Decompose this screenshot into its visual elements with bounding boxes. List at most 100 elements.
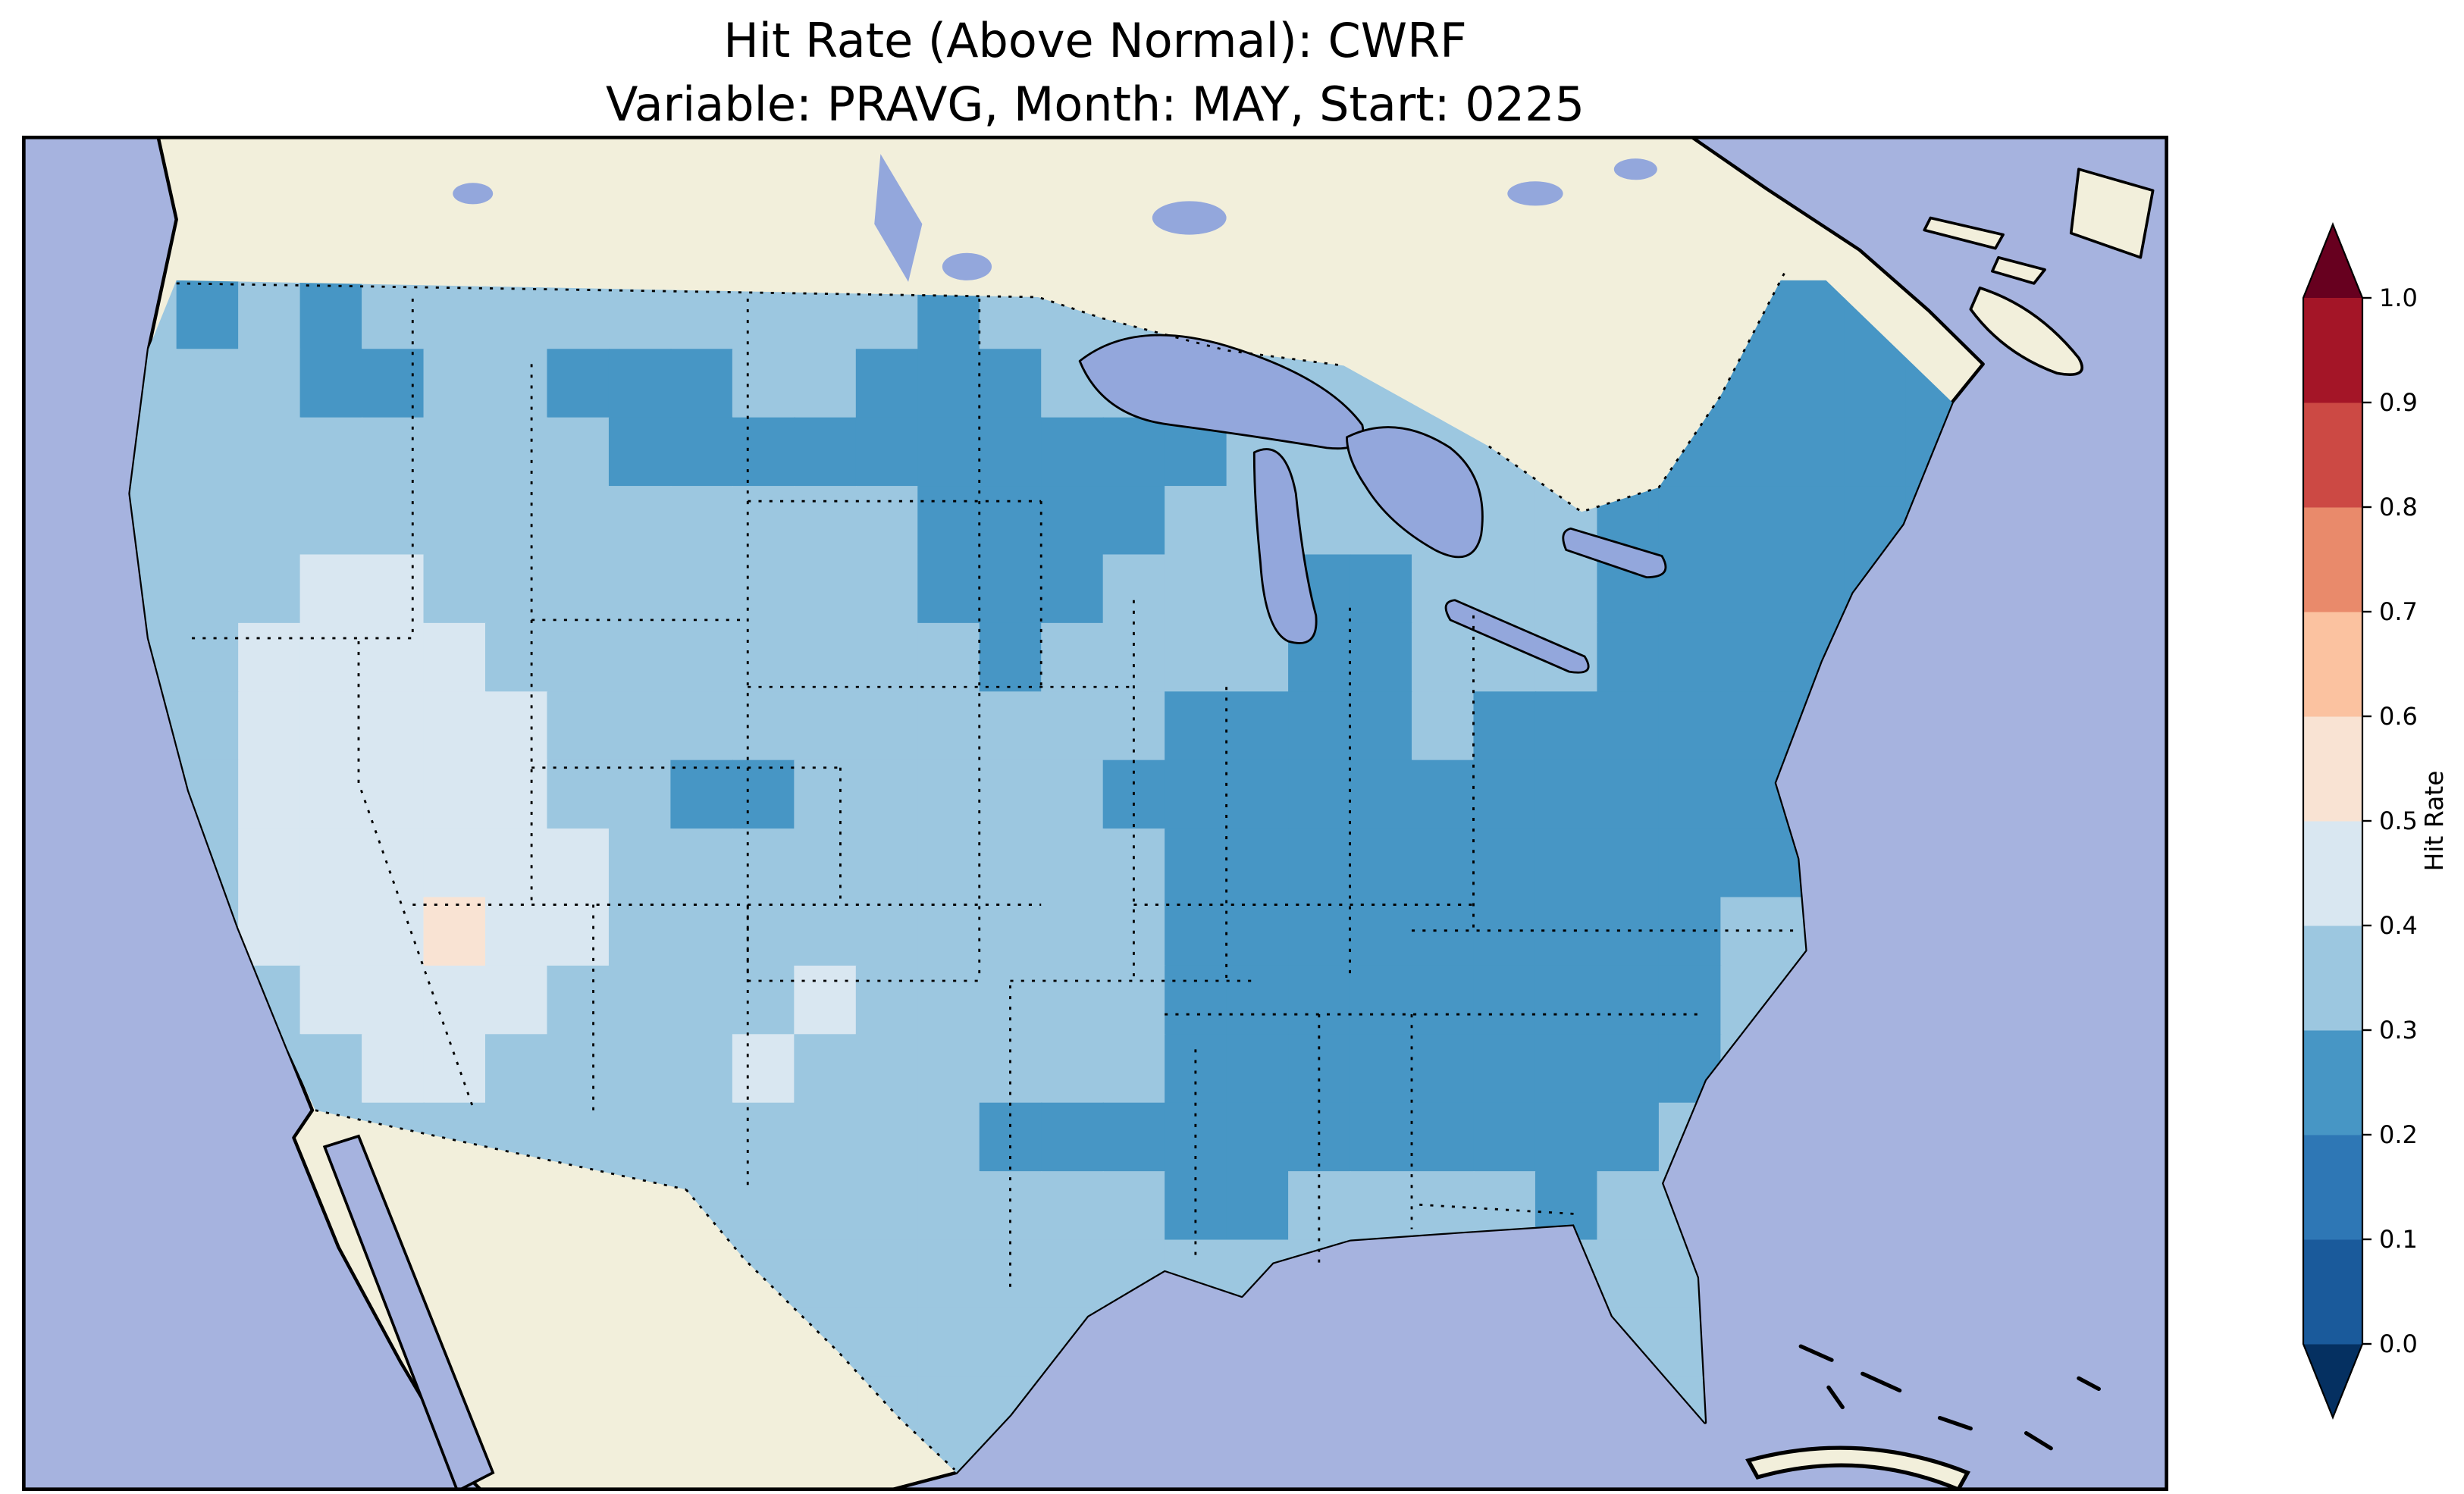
hit-rate-cell [670,280,734,350]
colorbar-over-arrow [2303,224,2362,298]
hit-rate-cell [855,349,919,418]
hit-rate-cell [485,486,548,556]
hit-rate-cell [979,486,1042,556]
hit-rate-cell [732,897,795,967]
hit-rate-cell [1535,1102,1598,1173]
hit-rate-cell [1412,1102,1475,1173]
hit-rate-cell [1041,1239,1104,1310]
hit-rate-cell [1226,1034,1290,1104]
hit-rate-cell [1288,965,1351,1035]
hit-rate-cell [1658,897,1722,967]
hit-rate-cell [917,1171,980,1241]
hit-rate-cell [855,1308,919,1378]
hit-rate-cell [176,417,240,487]
hit-rate-cell [1844,417,1907,487]
chart-title: Hit Rate (Above Normal): CWRF [723,13,1467,68]
hit-rate-cell [1350,554,1413,625]
hit-rate-cell [547,417,610,487]
hit-rate-cell [1165,1171,1227,1241]
colorbar-segment [2303,1030,2362,1135]
hit-rate-cell [547,1102,610,1173]
hit-rate-cell [362,349,425,418]
hit-rate-cell [979,965,1042,1035]
hit-rate-cell [423,760,487,830]
hit-rate-cell [1412,622,1475,693]
colorbar-axis-label: Hit Rate [2419,770,2449,871]
hit-rate-cell [794,1171,857,1241]
hit-rate-cell [608,417,672,487]
hit-rate-cell [855,486,919,556]
hit-rate-cell [1041,622,1104,693]
colorbar: 0.0 0.1 0.2 0.3 0.4 0.5 0.6 0.7 0.8 0.9 1.0 Hit Rat… [2302,222,2449,1420]
hit-rate-cell [423,1034,487,1104]
hit-rate-cell [1350,1102,1413,1173]
hit-rate-cell [130,486,177,556]
hit-rate-cell [855,897,919,967]
hit-rate-cell [1041,417,1104,487]
hit-rate-cell [423,622,487,693]
bahamas-island [2024,1431,2053,1451]
hit-rate-cell [299,486,363,556]
hit-rate-cell [1597,1171,1660,1241]
hit-rate-cell [485,691,548,761]
hit-rate-cell [917,1308,980,1378]
hit-rate-cell [1720,897,1784,967]
colorbar-under-arrow [2303,1344,2362,1417]
anticosti-island [1923,216,2005,250]
hit-rate-cell [855,1171,919,1241]
hit-rate-cell [238,760,301,830]
hit-rate-cell [917,486,980,556]
colorbar-tick-label: 0.7 [2379,597,2418,626]
hit-rate-cell [732,828,795,898]
hit-rate-cell [362,760,425,830]
hit-rate-cell [547,349,610,418]
hit-rate-cell [485,965,548,1035]
hit-rate-cell [855,1102,919,1173]
hit-rate-cell [362,965,425,1035]
hit-rate-cell [855,691,919,761]
colorbar-contents: 0.0 0.1 0.2 0.3 0.4 0.5 0.6 0.7 0.8 0.9 1.0 Hit Rat… [2302,222,2449,1420]
hit-rate-cell [1597,760,1660,830]
hit-rate-cell [299,417,363,487]
hit-rate-cell [1041,965,1104,1035]
hit-rate-cell [855,965,919,1035]
hit-rate-cell [299,554,363,625]
hit-rate-cell [423,897,487,967]
hit-rate-cell [1597,1034,1660,1104]
atlantic-islands [1923,168,2155,376]
hit-rate-cell [794,349,857,418]
hit-rate-cell [1041,1171,1104,1241]
hit-rate-cell [1102,417,1166,487]
hit-rate-cell [794,828,857,898]
hit-rate-cell [1597,1102,1660,1173]
hit-rate-cell [1535,691,1598,761]
hit-rate-cell [176,554,240,625]
hit-rate-cell [1535,1034,1598,1104]
hit-rate-cell [299,760,363,830]
hit-rate-cell [485,349,548,418]
colorbar-tick-label: 0.2 [2379,1120,2418,1149]
map-frame [22,136,2168,1491]
hit-rate-cell [1102,828,1166,898]
hit-rate-cell [423,486,487,556]
colorbar-tick-label: 0.6 [2379,702,2418,731]
hit-rate-cell [608,691,672,761]
bahamas-island [1798,1344,1834,1362]
hit-rate-cell [1473,1102,1537,1173]
bahamas-island [2077,1376,2101,1392]
hit-rate-cell [670,486,734,556]
hit-rate-cell [1782,417,1845,487]
hit-rate-cell [1720,622,1784,693]
hit-rate-cell [855,1034,919,1104]
hit-rate-cell [732,349,795,418]
hit-rate-cell [299,828,363,898]
hit-rate-cell [1288,828,1351,898]
hit-rate-cell [794,417,857,487]
hit-rate-cell [1658,486,1722,556]
chart-subtitle: Variable: PRAVG, Month: MAY, Start: 0225 [605,76,1585,132]
hit-rate-cell [485,554,548,625]
lake-huron [1346,426,1484,559]
hit-rate-cell [979,897,1042,967]
hit-rate-cell [1041,691,1104,761]
hit-rate-cell [547,760,610,830]
